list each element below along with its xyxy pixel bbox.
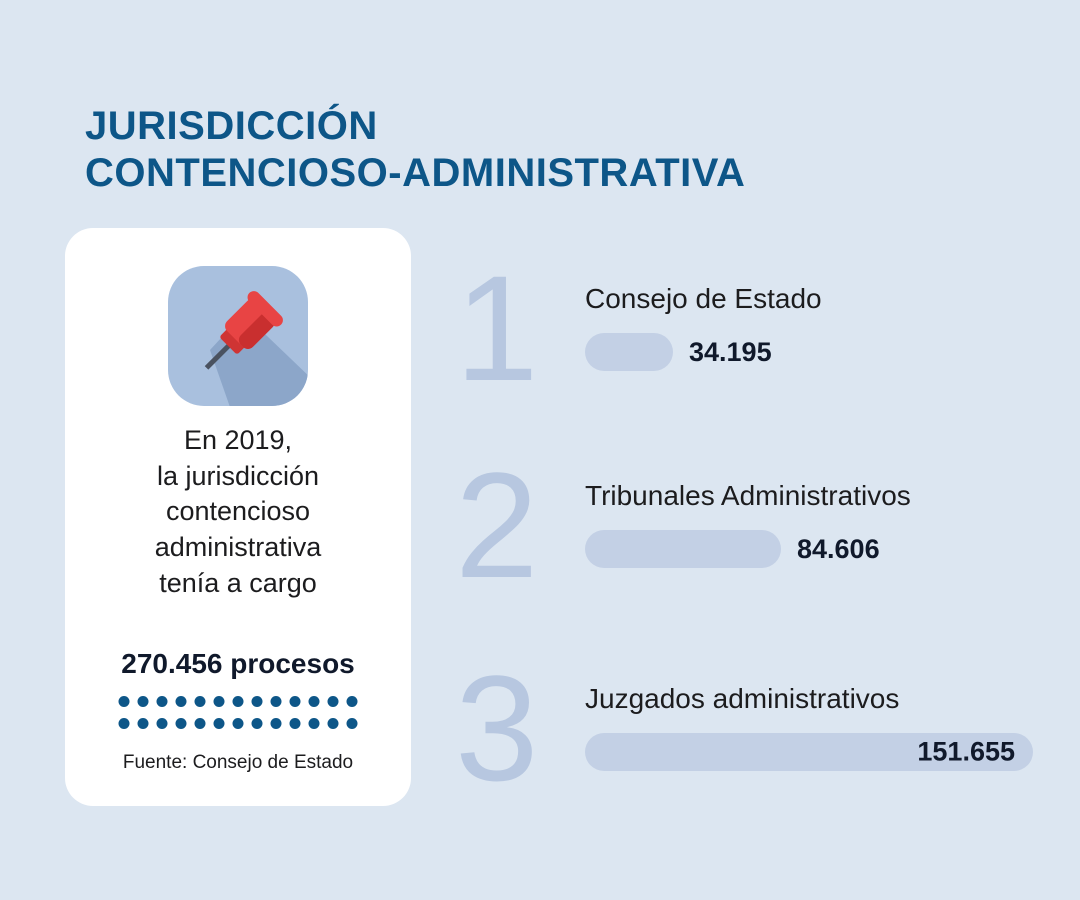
dot	[289, 696, 301, 707]
card-intro-text: En 2019, la jurisdicción contencioso adm…	[154, 425, 322, 598]
dot	[232, 718, 244, 729]
dot	[213, 718, 225, 729]
item-value: 151.655	[917, 736, 1015, 767]
dot	[270, 696, 282, 707]
dot	[156, 718, 168, 729]
dot	[251, 718, 263, 729]
item-label: Tribunales Administrativos	[585, 480, 911, 511]
ranked-item-1: 1 Consejo de Estado 34.195	[455, 253, 1040, 403]
rank-number: 2	[455, 441, 539, 609]
bar: 151.655	[585, 733, 1033, 771]
item-value: 84.606	[797, 533, 880, 564]
source-text: Fuente: Consejo de Estado	[122, 752, 354, 773]
dot	[194, 718, 206, 729]
dot	[175, 696, 187, 707]
dot	[251, 696, 263, 707]
dot	[270, 718, 282, 729]
dot	[137, 696, 149, 707]
page-title: JURISDICCIÓN CONTENCIOSO-ADMINISTRATIVA	[85, 104, 746, 195]
dot	[194, 696, 206, 707]
dot	[327, 696, 339, 707]
dot	[308, 696, 320, 707]
dot	[232, 696, 244, 707]
item-label: Juzgados administrativos	[585, 683, 900, 714]
dot	[118, 696, 130, 707]
dot	[308, 718, 320, 729]
dot	[213, 696, 225, 707]
dot	[118, 718, 130, 729]
rank-number: 3	[455, 644, 539, 812]
dot	[137, 718, 149, 729]
ranked-item-2: 2 Tribunales Administrativos 84.606	[455, 450, 1040, 600]
bar	[585, 530, 781, 568]
pushpin-icon	[168, 266, 308, 406]
dots	[118, 696, 358, 740]
total-processes: 270.456 procesos	[121, 648, 355, 679]
rank-number: 1	[455, 244, 539, 412]
ranked-item-3: 3 Juzgados administrativos 151.655	[455, 653, 1040, 803]
dot	[327, 718, 339, 729]
dot	[156, 696, 168, 707]
bar	[585, 333, 673, 371]
item-value: 34.195	[689, 336, 772, 367]
dot	[175, 718, 187, 729]
summary-card: En 2019, la jurisdicción contencioso adm…	[65, 228, 411, 806]
item-label: Consejo de Estado	[585, 283, 822, 314]
dot	[289, 718, 301, 729]
dot	[346, 696, 358, 707]
dot	[346, 718, 358, 729]
